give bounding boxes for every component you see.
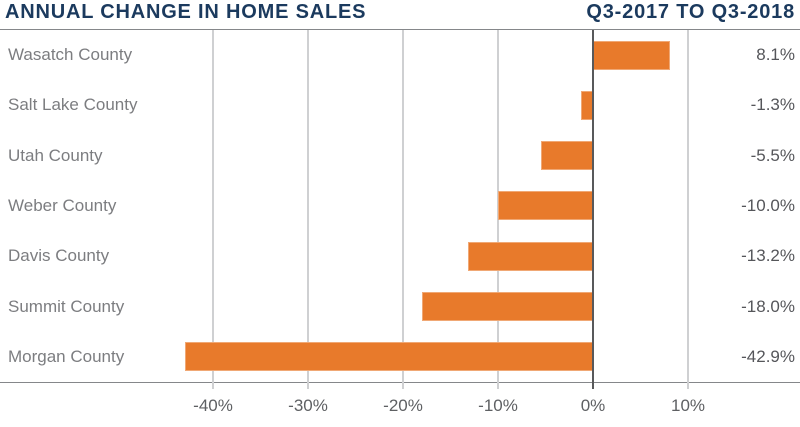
chart-period-label: Q3-2017 TO Q3-2018 — [586, 1, 795, 23]
bar-row: Davis County -13.2% — [0, 231, 800, 281]
county-label: Utah County — [8, 145, 103, 165]
county-label: Summit County — [8, 296, 125, 316]
bar-row: Morgan County -42.9% — [0, 332, 800, 382]
county-label: Davis County — [8, 246, 110, 266]
bar-row: Wasatch County 8.1% — [0, 30, 800, 80]
value-label: -13.2% — [741, 246, 795, 266]
bar — [185, 342, 593, 372]
axis-tick-label: -30% — [288, 396, 328, 415]
axis-tick-label: -40% — [193, 396, 233, 415]
bar-row: Utah County -5.5% — [0, 131, 800, 181]
gridline — [212, 30, 214, 389]
gridline — [687, 30, 689, 389]
zero-axis-line — [592, 30, 594, 389]
county-label: Morgan County — [8, 346, 125, 366]
bar-row: Summit County -18.0% — [0, 281, 800, 331]
bar — [580, 90, 593, 120]
gridline — [402, 30, 404, 389]
value-label: -10.0% — [741, 195, 795, 215]
axis-tick-label: -20% — [383, 396, 423, 415]
value-label: -18.0% — [741, 296, 795, 316]
bar-row: Weber County -10.0% — [0, 181, 800, 231]
axis-tick-label: -10% — [478, 396, 518, 415]
chart-title: ANNUAL CHANGE IN HOME SALES — [5, 1, 367, 23]
bar — [540, 141, 593, 171]
plot-area: Wasatch County 8.1% Salt Lake County -1.3% U… — [0, 29, 800, 389]
bar — [498, 191, 593, 221]
county-label: Weber County — [8, 195, 117, 215]
bar — [467, 241, 593, 271]
gridline — [307, 30, 309, 389]
value-label: -42.9% — [741, 346, 795, 366]
bar — [422, 292, 593, 322]
axis-tick-label: 0% — [580, 396, 606, 415]
axis-tick-label: 10% — [670, 396, 706, 415]
county-label: Salt Lake County — [8, 95, 138, 115]
value-label: 8.1% — [756, 45, 795, 65]
value-label: -5.5% — [750, 145, 795, 165]
bar-row: Salt Lake County -1.3% — [0, 80, 800, 130]
bar — [593, 40, 670, 70]
value-label: -1.3% — [750, 95, 795, 115]
chart-header: ANNUAL CHANGE IN HOME SALES Q3-2017 TO Q… — [0, 0, 800, 29]
county-label: Wasatch County — [8, 45, 133, 65]
x-axis: -40% -30% -20% -10% 0% 10% — [0, 390, 800, 427]
